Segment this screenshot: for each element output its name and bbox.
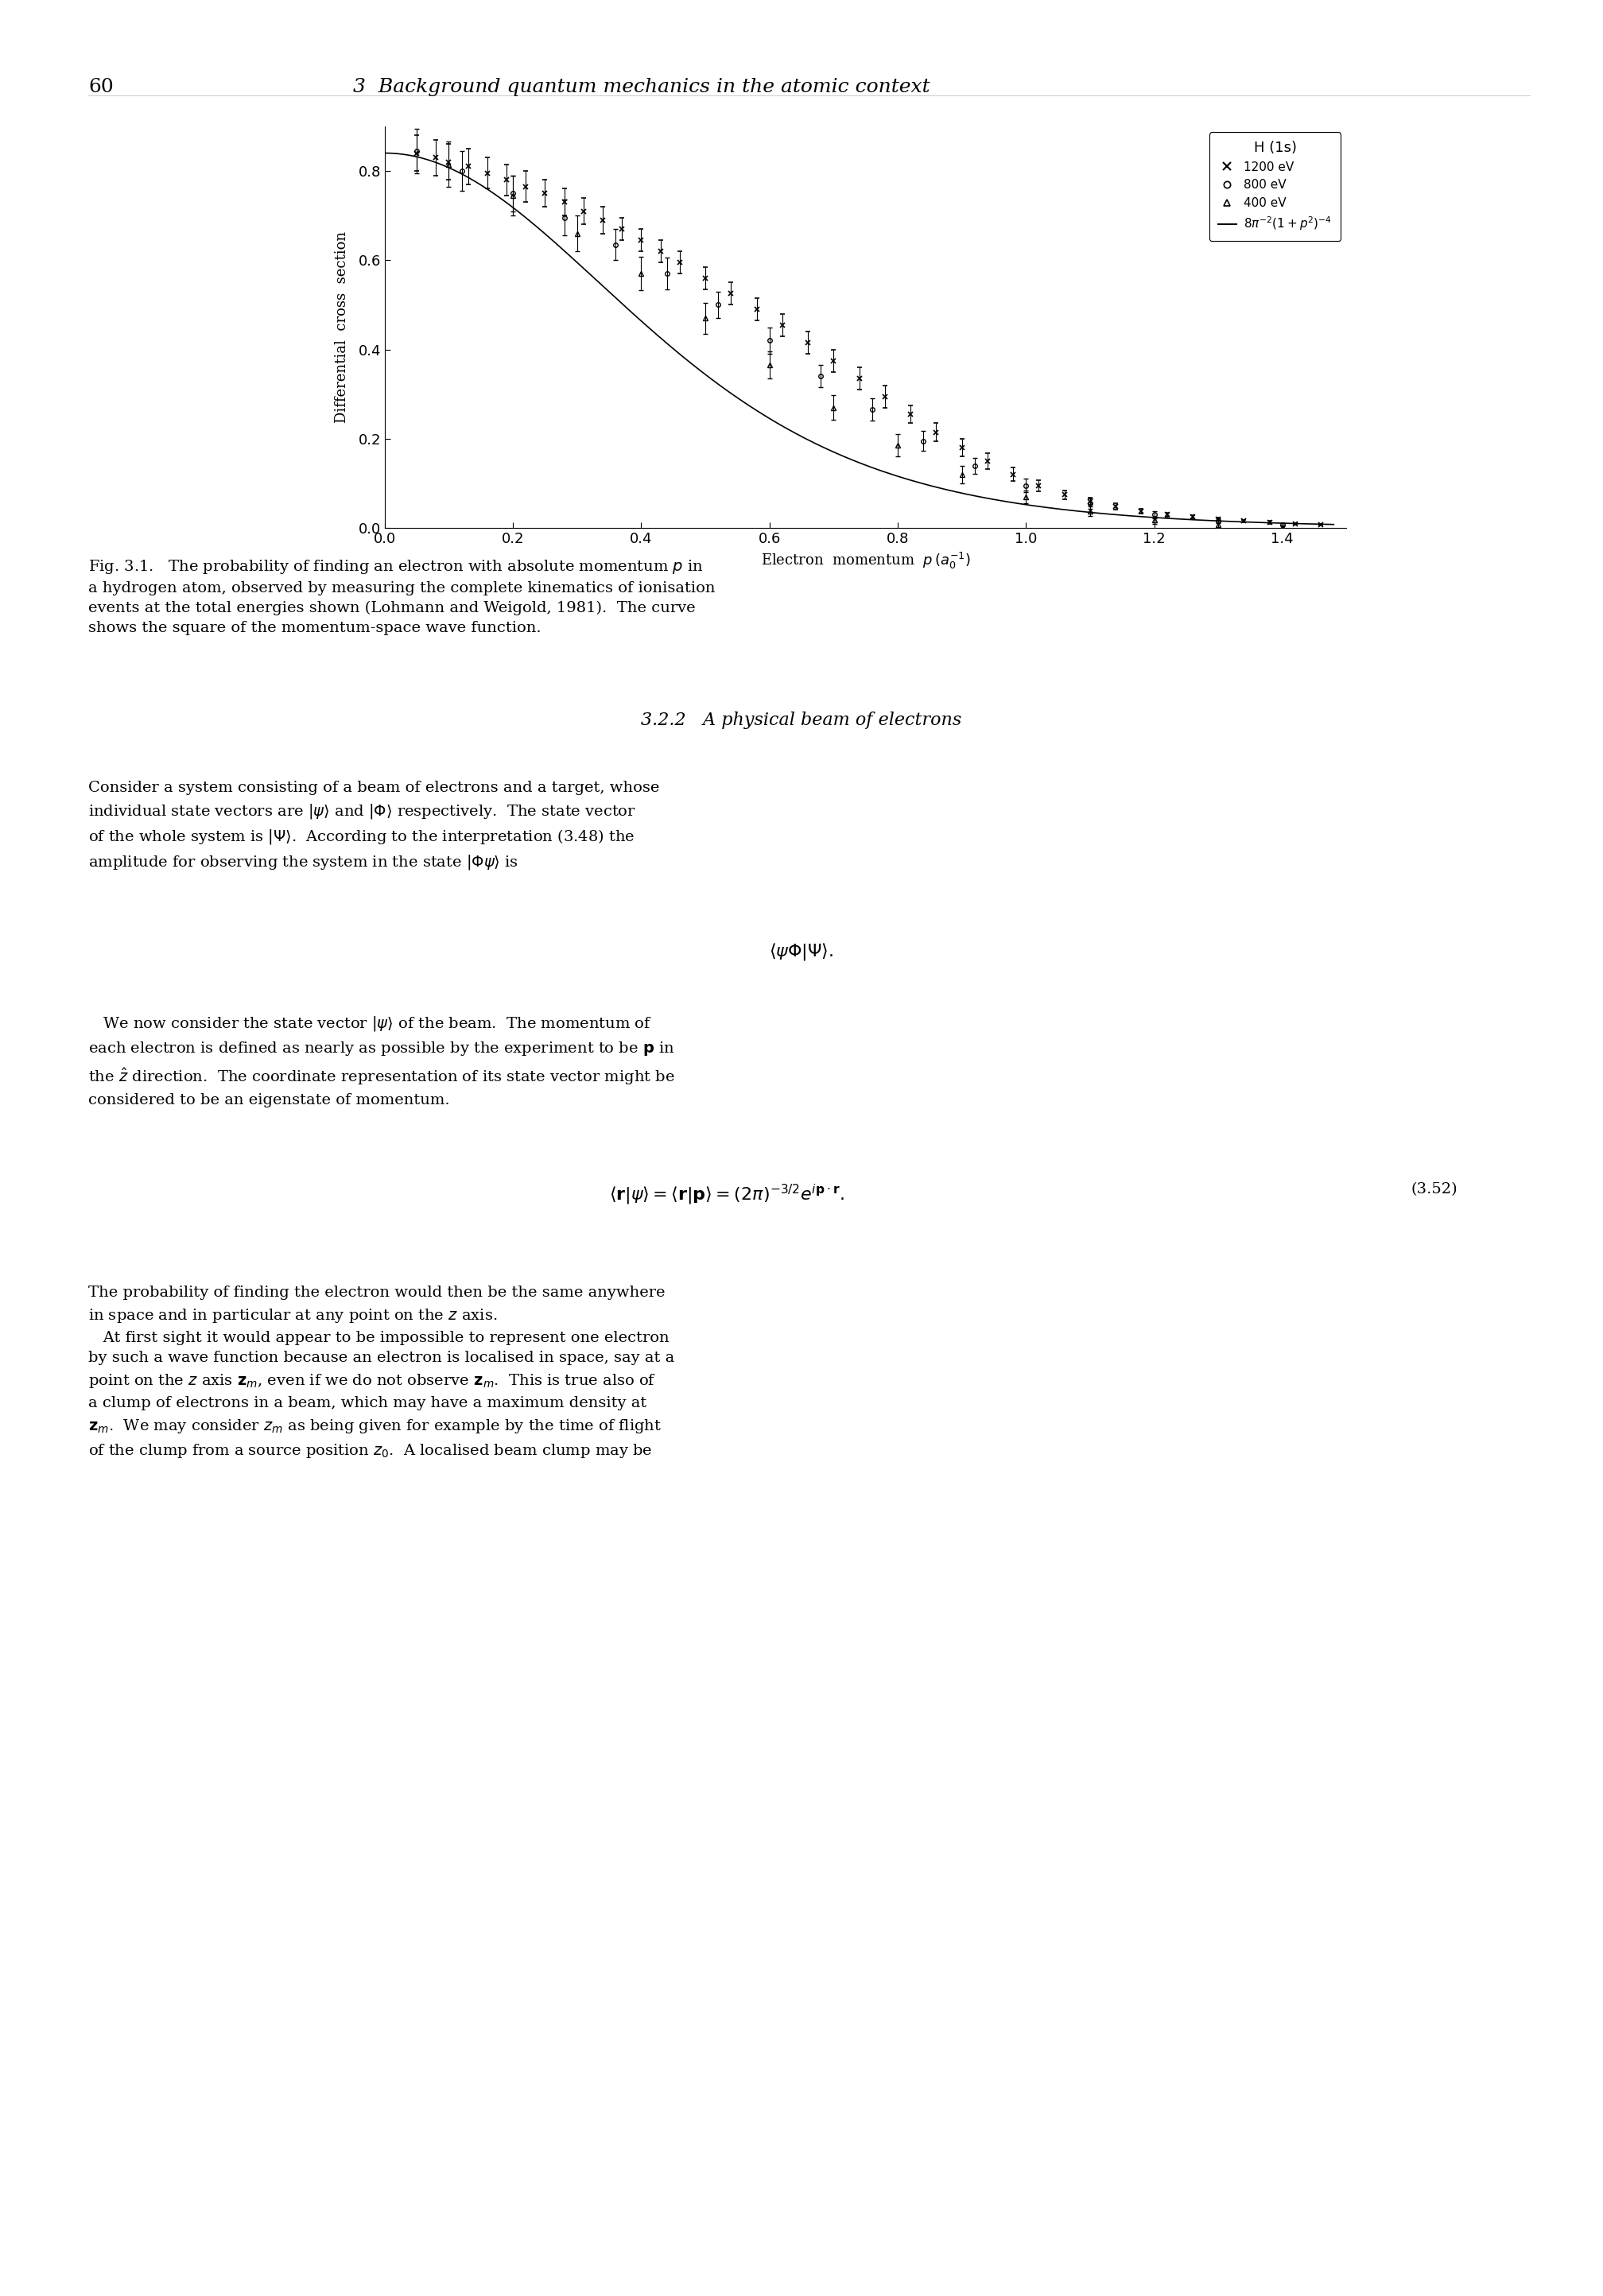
Legend: 1200 eV, 800 eV, 400 eV, $8\pi^{-2}(1+p^2)^{-4}$: 1200 eV, 800 eV, 400 eV, $8\pi^{-2}(1+p^…: [1210, 133, 1340, 241]
Text: We now consider the state vector $|\psi\rangle$ of the beam.  The momentum of
ea: We now consider the state vector $|\psi\…: [88, 1015, 675, 1107]
Text: Fig. 3.1.   The probability of finding an electron with absolute momentum $p$ in: Fig. 3.1. The probability of finding an …: [88, 558, 715, 636]
Text: $\langle \mathbf{r}|\psi\rangle = \langle \mathbf{r}|\mathbf{p}\rangle = (2\pi)^: $\langle \mathbf{r}|\psi\rangle = \langl…: [609, 1182, 845, 1205]
Text: Consider a system consisting of a beam of electrons and a target, whose
individu: Consider a system consisting of a beam o…: [88, 781, 659, 872]
X-axis label: Electron  momentum  $p\,(a_0^{-1})$: Electron momentum $p\,(a_0^{-1})$: [761, 551, 970, 572]
Text: 3  Background quantum mechanics in the atomic context: 3 Background quantum mechanics in the at…: [353, 78, 930, 96]
Text: The probability of finding the electron would then be the same anywhere
in space: The probability of finding the electron …: [88, 1286, 675, 1460]
Y-axis label: Differential  cross  section: Differential cross section: [335, 232, 349, 422]
Text: $\langle\psi\Phi|\Psi\rangle.$: $\langle\psi\Phi|\Psi\rangle.$: [769, 941, 834, 962]
Text: 3.2.2   A physical beam of electrons: 3.2.2 A physical beam of electrons: [641, 712, 962, 730]
Text: 60: 60: [88, 78, 114, 96]
Text: (3.52): (3.52): [1411, 1182, 1457, 1196]
